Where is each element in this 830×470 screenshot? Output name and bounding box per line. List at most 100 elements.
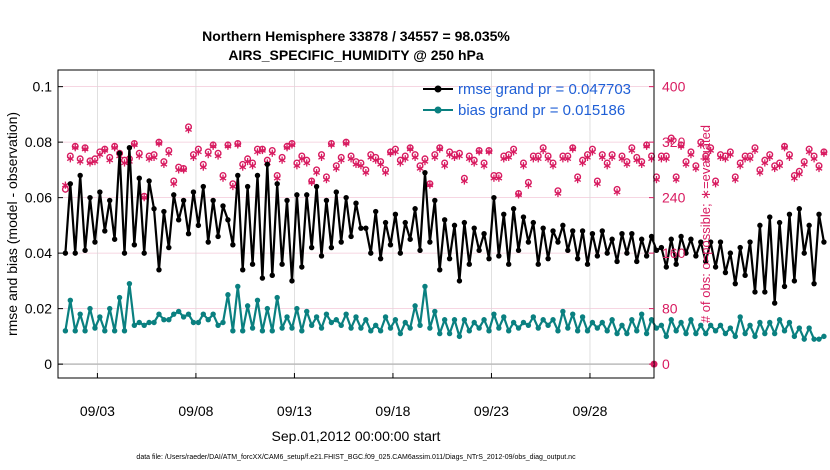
obs-evaluated-point (436, 145, 444, 153)
rmse-point (166, 244, 172, 251)
obs-evaluated-point (455, 152, 463, 160)
bias-point (368, 328, 374, 334)
obs-evaluated-point (323, 176, 330, 184)
bias-point (146, 319, 152, 326)
bias-point (126, 280, 133, 287)
rmse-series (62, 144, 827, 306)
obs-evaluated-point (61, 181, 69, 189)
obs-evaluated-point (451, 153, 458, 162)
obs-evaluated-point (717, 153, 724, 162)
rmse-point (249, 261, 256, 267)
rmse-point (274, 181, 280, 187)
obs-evaluated-point (761, 159, 769, 167)
x-axis-label: Sep.01,2012 00:00:00 start (272, 428, 441, 444)
obs-evaluated-point (258, 146, 266, 155)
rmse-point (343, 194, 349, 201)
bias-point (338, 322, 344, 328)
obs-evaluated-point (357, 162, 365, 170)
rmse-point (67, 181, 74, 187)
bias-point (136, 319, 142, 326)
obs-evaluated-point (387, 149, 394, 157)
bias-point (638, 311, 645, 317)
obs-evaluated-point (633, 156, 641, 164)
obs-evaluated-point (180, 166, 188, 174)
rmse-point (72, 250, 78, 256)
rmse-point (87, 194, 93, 201)
bias-point (244, 303, 251, 309)
rmse-point (432, 197, 438, 204)
bias-point (407, 325, 413, 331)
bias-point (752, 333, 758, 340)
obs-evaluated-point (810, 155, 818, 163)
obs-evaluated-point (421, 157, 429, 166)
obs-evaluated-point (618, 155, 626, 163)
rmse-point (663, 264, 670, 270)
obs-evaluated-point (239, 163, 247, 171)
bias-point (688, 317, 694, 323)
bias-point (574, 328, 581, 334)
rmse-point (801, 250, 807, 256)
rmse-point (673, 261, 679, 267)
rmse-point (757, 222, 763, 229)
bias-point (589, 319, 596, 326)
rmse-point (195, 222, 202, 229)
rmse-point (441, 217, 448, 223)
bias-point (87, 305, 93, 312)
bias-point (486, 328, 492, 334)
bias-point (446, 330, 453, 337)
bias-point (461, 317, 468, 323)
rmse-point (638, 236, 645, 242)
obs-evaluated-point (554, 189, 562, 198)
bias-point (629, 317, 635, 323)
rmse-point (451, 222, 458, 229)
obs-evaluated-point (199, 163, 207, 171)
bias-point (821, 333, 827, 340)
bias-point (279, 325, 285, 331)
bias-point (363, 317, 369, 323)
bias-point (225, 292, 231, 298)
rmse-point (560, 222, 566, 229)
obs-evaluated-point (584, 153, 591, 162)
rmse-point (382, 219, 389, 226)
bias-point (501, 314, 507, 320)
bias-point (737, 314, 743, 320)
obs-evaluated-point (441, 162, 449, 170)
rmse-point (707, 239, 714, 245)
rmse-point (648, 233, 655, 240)
bias-point (151, 319, 157, 326)
bias-point (161, 317, 167, 323)
rmse-point (471, 225, 477, 231)
obs-evaluated-point (352, 160, 360, 168)
obs-evaluated-point (643, 142, 651, 150)
obs-evaluated-point (204, 151, 212, 159)
rmse-point (254, 172, 261, 179)
rmse-point (328, 244, 335, 251)
rmse-point (392, 211, 399, 217)
rmse-point (461, 219, 468, 226)
obs-evaluated-point (781, 144, 788, 152)
rmse-point (589, 231, 596, 237)
rmse-point (712, 264, 719, 270)
obs-evaluated-point (515, 191, 522, 199)
obs-evaluated-point (795, 170, 803, 178)
rmse-point (806, 222, 812, 229)
legend: rmse grand pr = 0.047703 bias grand pr =… (423, 81, 631, 119)
bias-point (215, 322, 221, 328)
obs-evaluated-point (687, 151, 695, 159)
bias-point (156, 311, 162, 317)
bias-point (254, 297, 261, 304)
rmse-point (545, 255, 551, 262)
rmse-point (604, 250, 610, 256)
bias-point (505, 328, 512, 334)
rmse-point (574, 255, 581, 262)
obs-evaluated-point (593, 180, 601, 188)
rmse-point (767, 214, 773, 220)
bias-point (259, 328, 266, 334)
bias-point (121, 328, 128, 334)
obs-evaluated-point (613, 188, 621, 196)
obs-evaluated-point (66, 155, 74, 163)
rmse-point (717, 239, 724, 245)
bias-point (185, 311, 192, 317)
bias-point (437, 330, 443, 337)
rmse-point (107, 197, 113, 204)
